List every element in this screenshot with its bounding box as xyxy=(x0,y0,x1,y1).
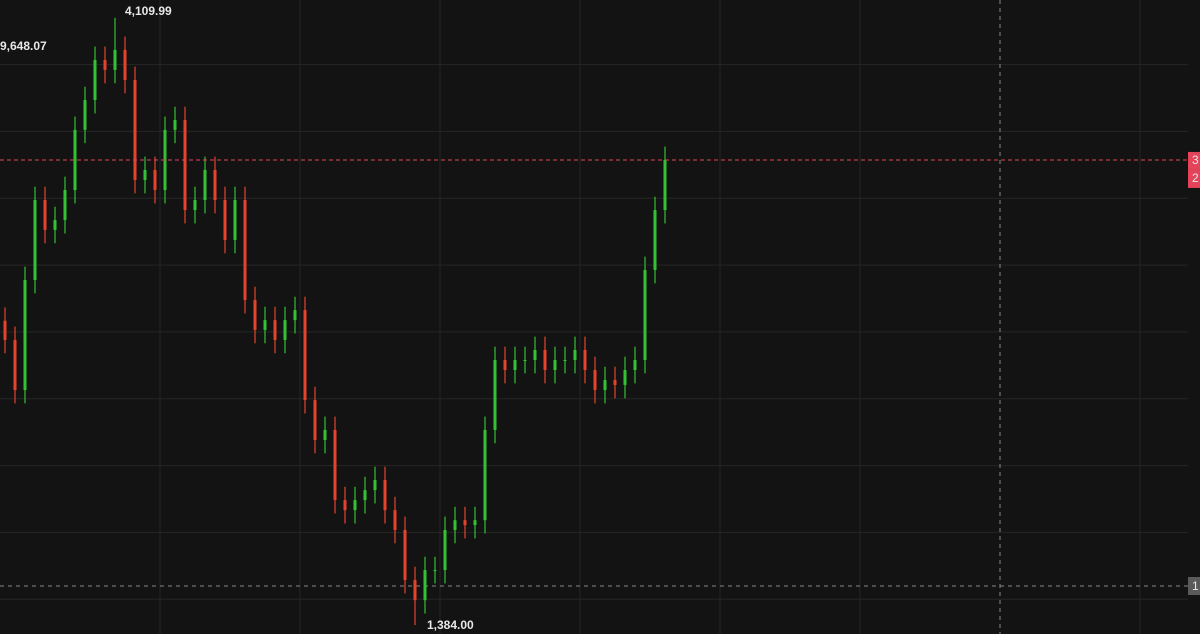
candle-body xyxy=(173,120,177,130)
candle-body xyxy=(483,429,487,521)
candle-body xyxy=(373,480,377,491)
candle-body xyxy=(233,200,237,240)
candle-body xyxy=(53,220,57,230)
candle-body xyxy=(493,359,497,430)
candle-body xyxy=(183,120,187,211)
price-tag-box xyxy=(1188,151,1200,170)
candle-body xyxy=(553,359,557,371)
candle-body xyxy=(253,300,257,330)
candle-body xyxy=(83,100,87,130)
candle-body xyxy=(293,310,297,321)
candle-body xyxy=(473,520,477,526)
annotation: 9,648.07 xyxy=(0,39,47,53)
price-tag: 2 xyxy=(1192,171,1199,185)
annotation: 4,109.99 xyxy=(125,4,172,18)
candle-body xyxy=(13,339,17,391)
candle-body xyxy=(393,510,397,530)
candle-body xyxy=(583,349,587,371)
price-tag: 3 xyxy=(1192,153,1199,167)
candle-body xyxy=(503,359,507,371)
candle-body xyxy=(203,169,207,201)
candle-body xyxy=(93,59,97,101)
candle-body xyxy=(363,490,367,501)
candle-body xyxy=(333,429,337,501)
candle-body xyxy=(63,190,67,221)
candle-body xyxy=(523,359,527,361)
candle-body xyxy=(313,400,317,440)
candle-body xyxy=(133,79,137,180)
candle-body xyxy=(423,570,427,601)
candle-body xyxy=(263,320,267,330)
candle-body xyxy=(213,169,217,201)
candle-body xyxy=(343,500,347,511)
candle-body xyxy=(623,370,627,385)
candle-body xyxy=(303,310,307,401)
candle-body xyxy=(283,320,287,340)
candles xyxy=(3,17,667,626)
candle-body xyxy=(563,359,567,361)
candle-body xyxy=(463,520,467,526)
candle-body xyxy=(223,200,227,240)
candle-body xyxy=(73,129,77,191)
price-tag-box xyxy=(1188,169,1200,188)
annotation: 1,384.00 xyxy=(427,618,474,632)
crosshair-tag: 1 xyxy=(1192,579,1199,593)
candle-body xyxy=(593,370,597,391)
candle-body xyxy=(403,529,407,581)
candle-body xyxy=(643,269,647,360)
candle-body xyxy=(113,49,117,70)
candle-body xyxy=(663,159,667,211)
candle-body xyxy=(23,280,27,391)
candle-body xyxy=(543,349,547,371)
candle-body xyxy=(123,49,127,80)
candle-body xyxy=(153,169,157,191)
candle-body xyxy=(33,200,37,281)
candle-body xyxy=(533,349,537,360)
candle-body xyxy=(243,200,247,301)
candle-body xyxy=(353,500,357,511)
candle-body xyxy=(443,529,447,571)
candle-body xyxy=(573,349,577,360)
candle-body xyxy=(413,580,417,601)
candle-body xyxy=(143,169,147,180)
crosshair-tag-box xyxy=(1188,577,1200,595)
candle-body xyxy=(43,200,47,230)
candle-body xyxy=(633,359,637,371)
candle-body xyxy=(3,320,7,340)
candle-body xyxy=(613,380,617,385)
candle-body xyxy=(383,480,387,511)
candle-body xyxy=(323,429,327,440)
candle-body xyxy=(603,380,607,391)
candle-body xyxy=(193,200,197,211)
candle-body xyxy=(433,570,437,572)
candle-body xyxy=(103,59,107,70)
candle-body xyxy=(513,359,517,371)
candle-body xyxy=(653,210,657,270)
candle-body xyxy=(273,320,277,340)
candle-body xyxy=(453,520,457,530)
